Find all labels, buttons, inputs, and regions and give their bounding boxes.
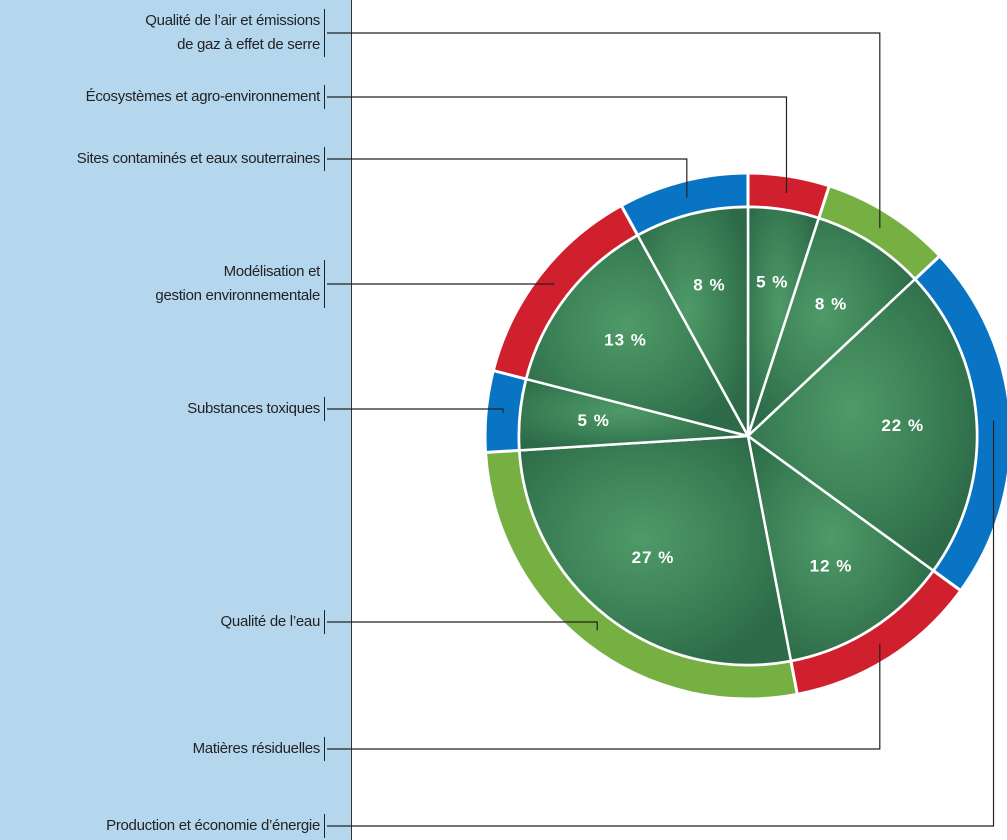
category-label: Sites contaminés et eaux souterraines bbox=[77, 147, 325, 171]
chart: 5 % 8 % 22 % 12 % 27 % 5 % 13 % 8 % bbox=[0, 0, 1007, 840]
category-label: Qualité de l’eau bbox=[221, 610, 325, 634]
category-label: Matières résiduelles bbox=[193, 737, 325, 761]
category-label: Production et économie d’énergie bbox=[106, 814, 325, 838]
value-label: 5 % bbox=[578, 411, 610, 430]
leader-line bbox=[327, 159, 687, 198]
value-label: 8 % bbox=[693, 275, 725, 294]
value-label: 13 % bbox=[604, 330, 647, 349]
value-label: 5 % bbox=[756, 272, 788, 291]
value-label: 12 % bbox=[810, 556, 853, 575]
leader-line bbox=[327, 622, 597, 630]
page: 5 %8 %22 %12 %27 %5 %13 %8 % (() => { co… bbox=[0, 0, 1007, 840]
category-label: Substances toxiques bbox=[187, 397, 325, 421]
category-label: Modélisation et gestion environnementale bbox=[155, 260, 325, 308]
value-label: 8 % bbox=[815, 295, 847, 314]
ring-segment bbox=[502, 375, 510, 452]
category-label: Écosystèmes et agro-environnement bbox=[86, 85, 325, 109]
category-label: Qualité de l’air et émissions de gaz à e… bbox=[145, 9, 325, 57]
leader-line bbox=[327, 409, 503, 413]
leader-line bbox=[327, 284, 554, 285]
value-label: 27 % bbox=[632, 548, 675, 567]
value-label: 22 % bbox=[881, 416, 924, 435]
